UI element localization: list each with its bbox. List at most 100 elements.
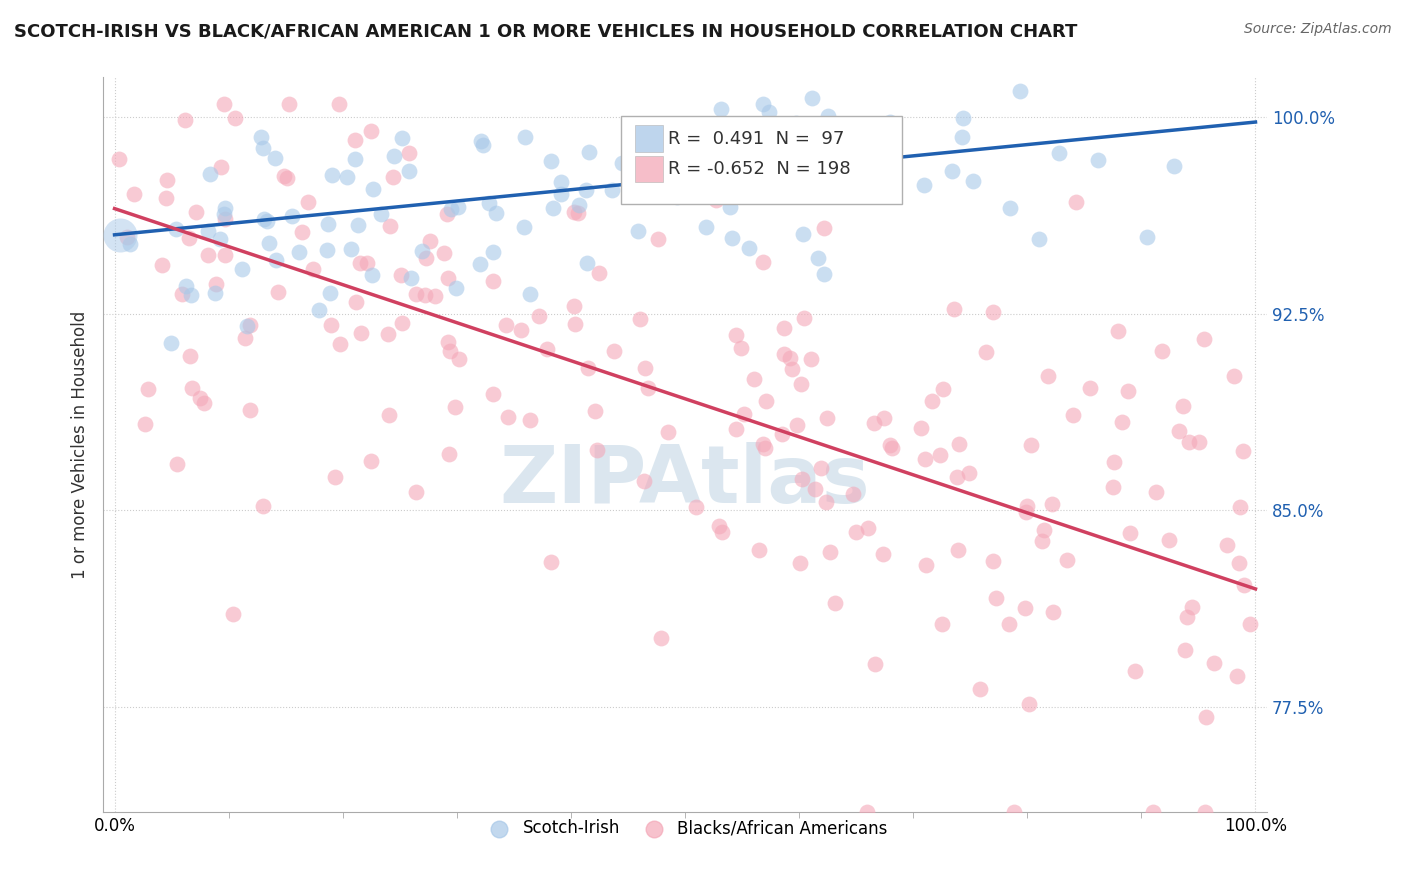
Point (419, 234, 441, 248)
Point (815, 411, 838, 425)
Point (439, 343, 461, 358)
Point (1239, 616, 1261, 631)
Point (115, 230, 138, 244)
Point (1015, 505, 1038, 519)
Point (398, 146, 420, 161)
Point (197, 224, 219, 238)
Point (1159, 533, 1181, 547)
Point (1056, 553, 1078, 567)
Point (346, 219, 368, 233)
Point (252, 500, 274, 514)
Point (136, 383, 159, 397)
Point (423, 289, 446, 303)
Point (319, 318, 342, 332)
Point (344, 294, 367, 309)
Point (470, 135, 492, 149)
Point (472, 138, 495, 153)
Point (695, 219, 717, 234)
Point (287, 245, 309, 260)
Point (813, 220, 835, 235)
Point (205, 277, 228, 292)
Point (256, 214, 278, 228)
Point (856, 805, 879, 819)
Point (253, 212, 276, 227)
Point (208, 232, 231, 246)
Y-axis label: 1 or more Vehicles in Household: 1 or more Vehicles in Household (72, 310, 89, 579)
Point (437, 334, 460, 349)
Point (803, 482, 825, 496)
Point (477, 195, 499, 210)
Point (659, 124, 682, 138)
Point (962, 174, 984, 188)
Point (1232, 444, 1254, 458)
Point (1031, 534, 1053, 549)
Point (814, 495, 837, 509)
Point (1167, 424, 1189, 438)
Point (600, 183, 623, 197)
Point (585, 443, 607, 458)
Point (257, 236, 280, 251)
Point (952, 111, 974, 125)
Point (496, 410, 519, 425)
Point (733, 408, 755, 422)
Point (634, 361, 657, 376)
Point (751, 97, 773, 112)
Point (880, 441, 903, 455)
Point (707, 519, 730, 533)
Text: R =  0.491  N =  97: R = 0.491 N = 97 (668, 129, 845, 147)
Point (482, 245, 505, 260)
Point (437, 447, 460, 461)
Point (1118, 384, 1140, 398)
Point (755, 394, 778, 409)
Point (302, 262, 325, 277)
Point (562, 204, 585, 219)
Point (179, 349, 201, 363)
Point (779, 351, 801, 366)
Legend: Scotch-Irish, Blacks/African Americans: Scotch-Irish, Blacks/African Americans (477, 813, 894, 844)
Point (711, 524, 734, 539)
Point (377, 408, 399, 422)
Point (165, 222, 187, 236)
Point (1202, 656, 1225, 670)
Point (470, 257, 492, 271)
Point (411, 244, 433, 258)
Point (485, 206, 508, 220)
Point (1047, 145, 1070, 160)
Point (568, 197, 591, 211)
Point (1014, 601, 1036, 615)
Point (110, 227, 132, 242)
Point (413, 288, 436, 302)
Point (1173, 399, 1195, 413)
Point (974, 345, 997, 359)
Point (250, 129, 273, 144)
Point (360, 123, 382, 137)
Point (513, 130, 536, 145)
Point (197, 248, 219, 262)
Point (209, 161, 232, 175)
Point (792, 227, 814, 241)
Point (134, 417, 156, 432)
Point (950, 129, 973, 144)
Point (214, 201, 236, 215)
Point (751, 255, 773, 269)
Point (176, 278, 198, 293)
Point (1188, 434, 1211, 449)
Point (931, 616, 953, 631)
Point (389, 268, 412, 282)
Point (1008, 84, 1031, 98)
Point (575, 256, 598, 270)
Point (377, 326, 399, 341)
Point (222, 607, 245, 622)
Point (737, 241, 759, 255)
Point (1042, 605, 1064, 619)
Point (758, 104, 780, 119)
Point (1087, 153, 1109, 168)
Point (1194, 805, 1216, 819)
Point (941, 164, 963, 178)
Point (224, 112, 246, 126)
Point (824, 596, 846, 610)
Point (263, 151, 285, 165)
Point (398, 163, 420, 178)
Point (361, 182, 384, 196)
Point (1144, 484, 1167, 499)
